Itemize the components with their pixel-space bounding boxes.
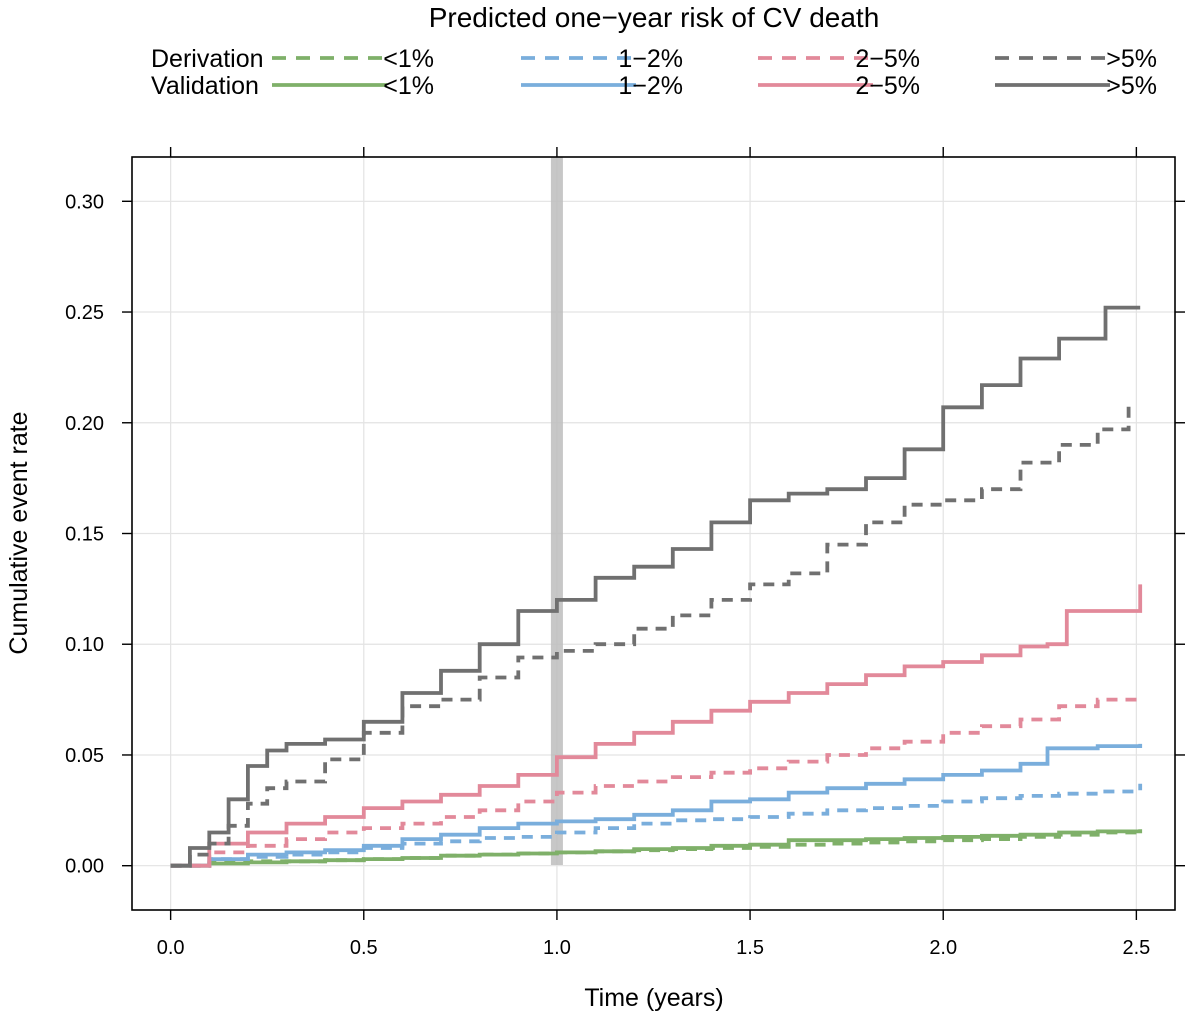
- highlight-band-group: [550, 157, 563, 865]
- y-tick-label-1: 0.05: [65, 745, 104, 767]
- y-tick-label-3: 0.15: [65, 524, 104, 546]
- series-derivation-2-5pct: [170, 697, 1143, 868]
- legend-row-label-derivation: Derivation: [151, 45, 264, 73]
- legend-label-validation-gt5pct: >5%: [1106, 72, 1157, 100]
- y-tick-label-4: 0.20: [65, 413, 104, 435]
- legend-label-validation-lt1pct: <1%: [383, 72, 434, 100]
- y-tick-label-6: 0.30: [65, 191, 104, 213]
- legend-label-validation-1-2pct: 1−2%: [618, 72, 683, 100]
- legend-label-derivation-2-5pct: 2−5%: [855, 45, 920, 73]
- series-validation-lt1pct: [170, 829, 1143, 868]
- y-tick-label-5: 0.25: [65, 302, 104, 324]
- series-validation-1-2pct: [170, 743, 1143, 868]
- legend-title: Predicted one−year risk of CV death: [429, 2, 880, 33]
- axis-ticks: 0.0 0.5 1.0 1.5 2.0 2.5 0.00 0.05 0.10 0.15 0.20 0.…: [65, 147, 1185, 959]
- grid: [132, 157, 1175, 910]
- series-derivation-gt5pct: [170, 400, 1131, 868]
- x-tick-label-0: 0.0: [157, 937, 185, 959]
- legend-row-label-validation: Validation: [151, 72, 259, 100]
- x-tick-label-3: 1.5: [736, 937, 764, 959]
- legend-label-derivation-1-2pct: 1−2%: [618, 45, 683, 73]
- series-validation-gt5pct: [170, 305, 1141, 868]
- y-tick-label-0: 0.00: [65, 856, 104, 878]
- series-group: [170, 305, 1143, 868]
- x-tick-label-2: 1.0: [543, 937, 571, 959]
- x-axis-title: Time (years): [584, 984, 723, 1012]
- legend-label-derivation-lt1pct: <1%: [383, 45, 434, 73]
- legend-label-validation-2-5pct: 2−5%: [855, 72, 920, 100]
- legend-keys: <1%<1% 1−2%1−2% 2−5%2−5% >5%>5%: [272, 45, 1157, 100]
- legend-label-derivation-gt5pct: >5%: [1106, 45, 1157, 73]
- series-derivation-1-2pct: [170, 783, 1143, 868]
- y-tick-label-2: 0.10: [65, 634, 104, 656]
- highlight-band: [550, 157, 563, 865]
- x-tick-label-1: 0.5: [350, 937, 378, 959]
- x-tick-label-5: 2.5: [1122, 937, 1150, 959]
- x-tick-label-4: 2.0: [929, 937, 957, 959]
- series-validation-2-5pct: [170, 584, 1143, 868]
- y-axis-title: Cumulative event rate: [5, 411, 33, 654]
